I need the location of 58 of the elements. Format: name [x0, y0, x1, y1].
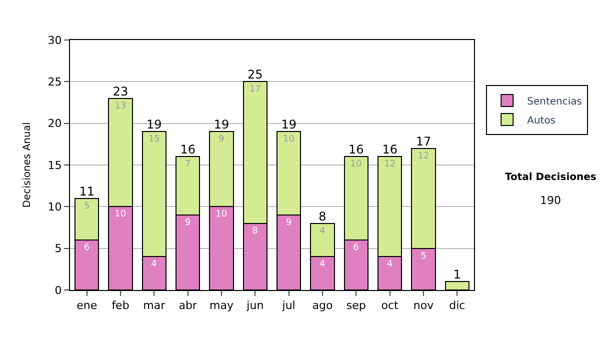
y-tick-label: 20: [48, 117, 62, 130]
x-tick-label: dic: [449, 299, 466, 312]
x-tick-label: may: [210, 299, 234, 312]
x-tick-label: jun: [246, 299, 264, 312]
data-label: 4: [151, 260, 158, 270]
x-tick-label: feb: [112, 299, 130, 312]
total-label: 19: [146, 118, 162, 132]
total-label: 25: [248, 68, 263, 82]
x-tick-label: sep: [346, 299, 366, 312]
y-tick-label: 0: [54, 284, 62, 297]
total-label: 11: [79, 184, 94, 198]
data-label: 4: [386, 260, 393, 270]
total-label: 16: [180, 142, 196, 157]
total-label: 19: [214, 118, 230, 132]
data-label: 17: [249, 84, 261, 95]
y-tick-label: 15: [48, 158, 62, 172]
total-label: 8: [318, 209, 326, 224]
data-label: 5: [420, 251, 426, 262]
x-tick-label: oct: [381, 299, 400, 312]
data-label: 9: [218, 134, 224, 145]
data-label: 10: [350, 160, 362, 170]
data-label: 10: [216, 210, 228, 220]
x-tick-label: abr: [178, 299, 198, 312]
x-tick-label: nov: [413, 299, 434, 312]
data-label: 8: [252, 226, 258, 236]
data-label: 9: [286, 218, 292, 228]
y-tick-label: 30: [48, 34, 62, 47]
data-label: 4: [320, 226, 326, 236]
data-label: 4: [320, 260, 326, 270]
data-label: 9: [184, 218, 191, 228]
x-tick-label: ene: [76, 299, 98, 312]
data-label: 6: [353, 243, 360, 253]
total-label: 23: [112, 84, 128, 98]
y-tick-label: 10: [48, 200, 62, 214]
total-label: 1: [453, 268, 461, 282]
data-label: 13: [114, 101, 126, 112]
data-label: 5: [84, 201, 90, 212]
y-axis-title: Decisiones Anual: [22, 122, 33, 208]
x-tick-label: mar: [143, 299, 166, 312]
data-label: 15: [148, 134, 160, 145]
data-label: 12: [418, 151, 430, 162]
total-label: 19: [281, 118, 296, 132]
data-label: 7: [184, 160, 191, 170]
legend-label: Autos: [527, 115, 556, 126]
total-label: 17: [416, 134, 432, 148]
text: 190: [540, 194, 561, 207]
legend-label: Sentencias: [527, 96, 582, 108]
total-label: 16: [348, 142, 364, 157]
text: Total Decisiones: [505, 172, 596, 183]
data-label: 10: [282, 134, 295, 145]
total-label: 16: [382, 142, 398, 157]
data-label: 6: [84, 243, 90, 253]
x-tick-label: ago: [312, 299, 333, 312]
y-tick-label: 25: [48, 76, 62, 89]
y-tick-label: 5: [54, 242, 62, 256]
data-label: 12: [384, 160, 396, 170]
data-label: 10: [114, 210, 126, 220]
x-tick-label: jul: [281, 299, 296, 312]
